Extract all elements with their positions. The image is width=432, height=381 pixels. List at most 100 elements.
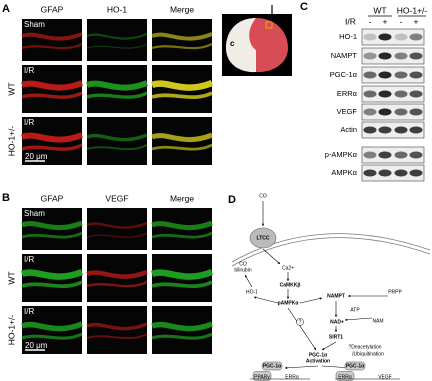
blot-band bbox=[409, 52, 423, 60]
arrow-head bbox=[285, 366, 288, 370]
diagram-text: CO bbox=[239, 261, 247, 267]
arrow-head bbox=[277, 261, 280, 264]
blot-band bbox=[409, 90, 423, 98]
arrow-head bbox=[322, 347, 325, 350]
diagram-text: ERRα bbox=[285, 374, 299, 380]
blot-band bbox=[409, 71, 423, 79]
tissue-signal bbox=[86, 221, 148, 229]
row-label: Sham bbox=[24, 209, 45, 218]
tissue-signal bbox=[21, 32, 83, 41]
blot-label: AMPKα bbox=[331, 168, 357, 177]
blot-band bbox=[378, 108, 392, 116]
blot-strip bbox=[361, 28, 425, 46]
arrow-head bbox=[261, 223, 265, 226]
region-box bbox=[265, 21, 273, 29]
diagram-text: NAM bbox=[372, 318, 383, 324]
diagram-text: PGC-1α bbox=[309, 352, 328, 358]
tissue-signal bbox=[151, 280, 213, 288]
diagram-text: NAMPT bbox=[327, 293, 345, 299]
tissue-signal bbox=[85, 80, 149, 91]
tissue-signal bbox=[151, 231, 213, 239]
blot-strip bbox=[361, 146, 425, 164]
condition-label: I/R bbox=[345, 16, 356, 26]
row-label: Sham bbox=[24, 20, 45, 29]
diagram-text: PPARγ bbox=[254, 374, 270, 380]
tissue-signal bbox=[151, 332, 213, 340]
tissue-signal bbox=[151, 91, 213, 99]
tissue-signal bbox=[151, 32, 213, 41]
blot-band bbox=[378, 151, 392, 159]
diagram-text: /Ubiquitination bbox=[352, 351, 384, 357]
blot-strip bbox=[361, 121, 425, 139]
tissue-signal bbox=[86, 43, 148, 49]
diagram-text: pAMPKα bbox=[278, 300, 300, 306]
blot-band bbox=[363, 33, 377, 41]
column-header: Merge bbox=[170, 193, 194, 203]
diagram-text: VEGF bbox=[378, 374, 392, 380]
diagram-text: PGC-1α bbox=[346, 363, 365, 369]
micrograph bbox=[87, 306, 147, 354]
membrane bbox=[231, 233, 431, 263]
blot-band bbox=[378, 33, 392, 41]
tissue-signal bbox=[21, 91, 83, 99]
channel bbox=[249, 227, 277, 249]
blot-label: p-AMPKα bbox=[325, 150, 358, 159]
blot-label: VEGF bbox=[337, 107, 358, 116]
tissue-signal bbox=[20, 268, 84, 280]
tissue-signal bbox=[86, 269, 148, 279]
tissue-signal bbox=[21, 231, 83, 239]
blot-label: HO-1 bbox=[339, 32, 357, 41]
blot-band bbox=[363, 108, 377, 116]
diagram-text: Activation bbox=[306, 358, 330, 364]
blot-strip bbox=[361, 66, 425, 84]
diagram-text: SIRT1 bbox=[329, 334, 343, 340]
blot-label: PGC-1α bbox=[330, 70, 358, 79]
blot-band bbox=[378, 90, 392, 98]
tissue-signal bbox=[151, 132, 213, 143]
arrow-head bbox=[245, 275, 248, 278]
row-label: I/R bbox=[24, 255, 34, 264]
tissue-signal bbox=[86, 133, 148, 142]
arrow bbox=[299, 297, 323, 304]
arrow-head bbox=[348, 294, 351, 298]
arrow-head bbox=[345, 318, 348, 322]
diagram-text: Ca2+ bbox=[282, 265, 294, 271]
diagram-text: CO bbox=[259, 193, 267, 199]
blot-band bbox=[409, 126, 423, 134]
tissue-signal bbox=[21, 280, 83, 288]
column-header: GFAP bbox=[41, 4, 64, 14]
column-header: HO-1 bbox=[107, 4, 128, 14]
arrow-head bbox=[254, 296, 257, 299]
scale-bar-label: 20 μm bbox=[25, 341, 48, 350]
tissue-signal bbox=[86, 144, 148, 151]
micrograph bbox=[87, 19, 147, 61]
diagram-text: LTCC bbox=[257, 235, 270, 241]
panel-label: A bbox=[2, 3, 10, 15]
panel-label: B bbox=[2, 192, 10, 204]
arrow bbox=[253, 296, 279, 304]
diagram-text: ATP bbox=[350, 307, 360, 313]
arrow bbox=[244, 274, 253, 288]
arrow-head bbox=[286, 278, 290, 281]
arrow-head bbox=[319, 297, 322, 300]
tissue-signal bbox=[20, 132, 84, 143]
blot-strip bbox=[361, 103, 425, 121]
tissue-signal bbox=[86, 322, 148, 331]
group-label: WT bbox=[373, 5, 386, 15]
blot-band bbox=[394, 151, 408, 159]
blot-band bbox=[394, 126, 408, 134]
column-header: Merge bbox=[170, 4, 194, 14]
column-header: VEGF bbox=[105, 193, 128, 203]
arrow-head bbox=[334, 329, 338, 332]
infarct bbox=[226, 18, 256, 73]
tissue-signal bbox=[21, 332, 83, 340]
tissue-signal bbox=[150, 268, 214, 280]
lane-sign: + bbox=[414, 16, 419, 26]
diagram-text: PRPP bbox=[388, 289, 402, 295]
group-label: HO-1+/- bbox=[6, 126, 16, 157]
membrane bbox=[231, 237, 431, 267]
blot-band bbox=[409, 151, 423, 159]
blot-band bbox=[378, 71, 392, 79]
blot-band bbox=[409, 169, 423, 177]
blot-band bbox=[394, 90, 408, 98]
